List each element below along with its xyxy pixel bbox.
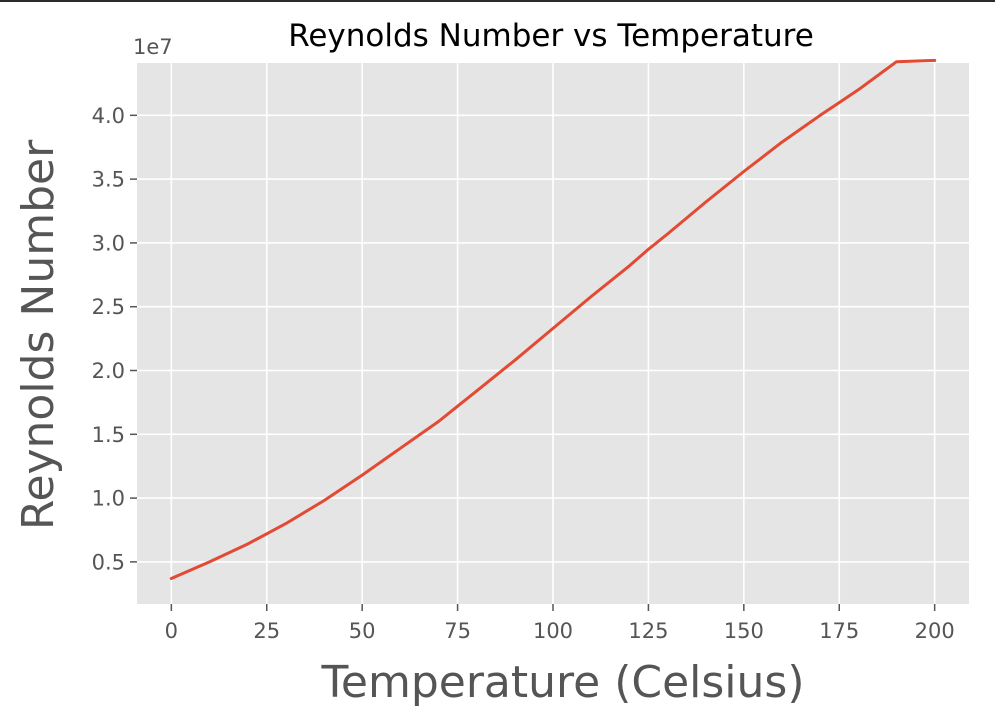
series-line <box>169 58 937 580</box>
x-tick-label: 200 <box>915 619 955 643</box>
x-tick-label: 50 <box>349 619 376 643</box>
grid-lines <box>137 63 969 604</box>
x-tick-label: 0 <box>165 619 178 643</box>
data-layer <box>169 58 937 580</box>
y-tick-label: 2.5 <box>92 295 125 319</box>
axes: 0 25 50 75 100 125 150 175 200 0.5 1.0 1.5 2.0 2.5 3.0… <box>92 104 955 643</box>
x-tick-label: 125 <box>628 619 668 643</box>
x-tick-label: 25 <box>253 619 280 643</box>
y-tick-label: 3.5 <box>92 168 125 192</box>
y-offset-label: 1e7 <box>133 35 173 59</box>
y-tick-label: 0.5 <box>92 550 125 574</box>
y-tick-label: 3.0 <box>92 231 125 255</box>
y-tick-label: 4.0 <box>92 104 125 128</box>
x-tick-label: 75 <box>444 619 471 643</box>
y-tick-label: 1.5 <box>92 423 125 447</box>
y-axis-label: Reynolds Number <box>13 139 64 530</box>
top-border <box>0 0 995 2</box>
y-tick-label: 1.0 <box>92 487 125 511</box>
x-tick-label: 175 <box>819 619 859 643</box>
x-tick-label: 100 <box>533 619 573 643</box>
x-tick-label: 150 <box>724 619 764 643</box>
x-axis-label: Temperature (Celsius) <box>320 657 804 708</box>
chart-title: Reynolds Number vs Temperature <box>288 18 814 54</box>
y-tick-label: 2.0 <box>92 359 125 383</box>
